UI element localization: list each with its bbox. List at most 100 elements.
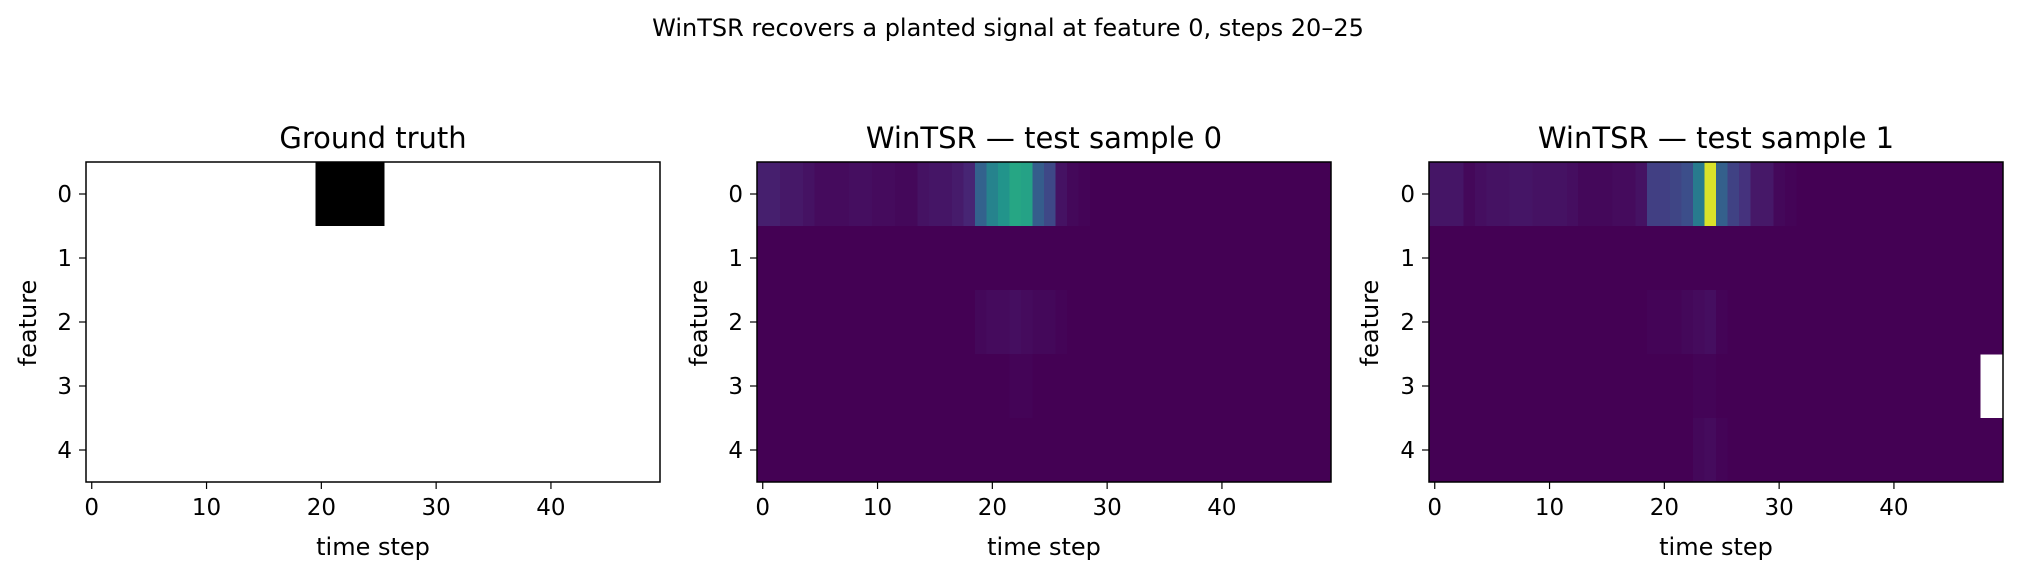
x-ticks: 0 10 20 30 40 (1427, 482, 1909, 521)
heatmap-cell (200, 290, 213, 355)
heatmap-cell (1727, 418, 1740, 483)
heatmap-cell (384, 418, 397, 483)
heatmap-cell (533, 162, 546, 227)
heatmap-cell (338, 162, 351, 227)
heatmap-cell (1727, 162, 1740, 227)
y-tick-label: 0 (57, 182, 72, 208)
heatmap-cell (350, 290, 363, 355)
heatmap-cell (1158, 418, 1171, 483)
heatmap-cell (1262, 226, 1275, 291)
heatmap-cell (1957, 418, 1970, 483)
heatmap-cell (120, 290, 133, 355)
heatmap-cell (591, 418, 604, 483)
x-tick-label: 40 (1207, 495, 1236, 521)
heatmap-cell (963, 354, 976, 419)
heatmap-cell (350, 354, 363, 419)
heatmap-cell (212, 162, 225, 227)
heatmap-cell (963, 226, 976, 291)
heatmap-cell (1704, 418, 1717, 483)
heatmap-cell (1440, 162, 1453, 227)
heatmap-cell (350, 418, 363, 483)
heatmap-cell (315, 290, 328, 355)
heatmap-cell (556, 418, 569, 483)
heatmap-cell (1727, 226, 1740, 291)
heatmap-cell (361, 162, 374, 227)
heatmap-cell (338, 226, 351, 291)
heatmap-cell (1055, 226, 1068, 291)
y-tick-label: 1 (728, 246, 743, 272)
heatmap-cell (591, 354, 604, 419)
heatmap-cell (212, 226, 225, 291)
heatmap-cell (602, 418, 615, 483)
heatmap-cell (1296, 418, 1309, 483)
heatmap-cell (602, 354, 615, 419)
heatmap-cell (269, 354, 282, 419)
heatmap-cell (1830, 290, 1843, 355)
heatmap-cell (637, 226, 650, 291)
heatmap-cell (510, 354, 523, 419)
heatmap-cell (1520, 226, 1533, 291)
heatmap-cell (1819, 290, 1832, 355)
heatmap-cell (304, 226, 317, 291)
heatmap-cell (350, 162, 363, 227)
heatmap-cell (1578, 290, 1591, 355)
x-ticks: 0 10 20 30 40 (84, 482, 566, 521)
heatmap-cell (1991, 418, 2004, 483)
heatmap-cell (1147, 354, 1160, 419)
heatmap-cell (441, 290, 454, 355)
heatmap-cell (648, 162, 661, 227)
heatmap-cell (1273, 162, 1286, 227)
heatmap-cell (1658, 354, 1671, 419)
heatmap-cell (97, 418, 110, 483)
heatmap-cell (1532, 354, 1545, 419)
heatmap-cell (418, 162, 431, 227)
heatmap-cell (1566, 418, 1579, 483)
heatmap-cell (917, 162, 930, 227)
heatmap-cell (1761, 354, 1774, 419)
heatmap-cell (1624, 290, 1637, 355)
heatmap-cell (1704, 354, 1717, 419)
heatmap-cell (1853, 226, 1866, 291)
heatmap-cell (533, 354, 546, 419)
heatmap-cell (883, 354, 896, 419)
heatmap-cell (1319, 162, 1332, 227)
heatmap-cell (200, 418, 213, 483)
heatmap-cell (1044, 418, 1057, 483)
x-ticks: 0 10 20 30 40 (755, 482, 1237, 521)
heatmap-cell (1716, 290, 1729, 355)
heatmap-cell (1250, 162, 1263, 227)
heatmap-cell (395, 418, 409, 483)
y-tick-label: 3 (728, 374, 743, 400)
heatmap-cell (1112, 354, 1125, 419)
heatmap-cell (1078, 290, 1091, 355)
heatmap-cell (1819, 162, 1832, 227)
heatmap-cell (1555, 418, 1568, 483)
heatmap-cell (1853, 290, 1866, 355)
heatmap-cell (1474, 162, 1487, 227)
heatmap-cell (1980, 418, 1993, 483)
heatmap-cell (166, 354, 179, 419)
heatmap-cell (1807, 226, 1820, 291)
heatmap-cell (1497, 290, 1510, 355)
heatmap-cell (1968, 354, 1981, 419)
heatmap-cell (1474, 418, 1487, 483)
heatmap-cell (499, 226, 512, 291)
heatmap-cell (963, 162, 976, 227)
heatmap-cell (1968, 418, 1981, 483)
heatmap-cell (1980, 290, 1993, 355)
heatmap-cell (860, 162, 873, 227)
heatmap-cell (1124, 418, 1137, 483)
heatmap-cell (1319, 354, 1332, 419)
heatmap-cell (1601, 354, 1614, 419)
heatmap-cell (1807, 418, 1820, 483)
heatmap-cell (1612, 226, 1625, 291)
heatmap-cell (1796, 354, 1809, 419)
heatmap-cell (591, 226, 604, 291)
heatmap-cell (292, 354, 305, 419)
heatmap-cell (361, 226, 374, 291)
heatmap-cell (292, 418, 305, 483)
heatmap-cell (1738, 162, 1752, 227)
heatmap-cell (1647, 162, 1660, 227)
heatmap-cell (1112, 162, 1125, 227)
heatmap-cell (1635, 290, 1648, 355)
